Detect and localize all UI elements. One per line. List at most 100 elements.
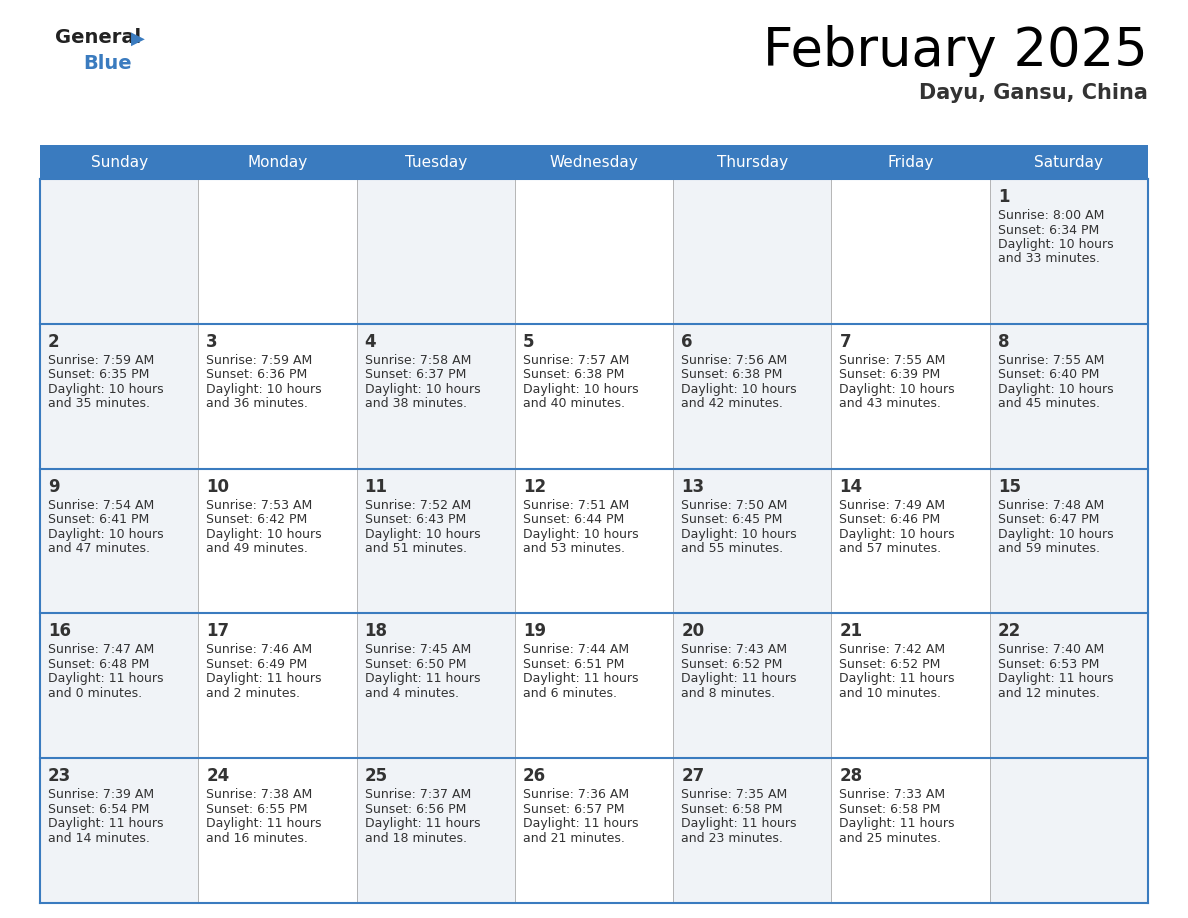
Text: Sunset: 6:55 PM: Sunset: 6:55 PM xyxy=(207,802,308,816)
Bar xyxy=(40,613,198,758)
Bar xyxy=(990,179,1148,324)
Text: Daylight: 11 hours: Daylight: 11 hours xyxy=(840,672,955,686)
Text: Sunset: 6:41 PM: Sunset: 6:41 PM xyxy=(48,513,150,526)
Text: 20: 20 xyxy=(681,622,704,641)
Text: Sunrise: 7:36 AM: Sunrise: 7:36 AM xyxy=(523,789,628,801)
Text: Sunset: 6:57 PM: Sunset: 6:57 PM xyxy=(523,802,625,816)
Text: Sunset: 6:52 PM: Sunset: 6:52 PM xyxy=(840,658,941,671)
Text: Daylight: 11 hours: Daylight: 11 hours xyxy=(207,817,322,830)
Text: and 0 minutes.: and 0 minutes. xyxy=(48,687,143,700)
Text: 19: 19 xyxy=(523,622,546,641)
Text: and 12 minutes.: and 12 minutes. xyxy=(998,687,1100,700)
Text: General: General xyxy=(55,28,141,47)
Text: 26: 26 xyxy=(523,767,546,785)
Bar xyxy=(674,179,832,324)
Text: and 10 minutes.: and 10 minutes. xyxy=(840,687,941,700)
Text: Sunrise: 7:33 AM: Sunrise: 7:33 AM xyxy=(840,789,946,801)
Text: 14: 14 xyxy=(840,477,862,496)
Text: Daylight: 11 hours: Daylight: 11 hours xyxy=(207,672,322,686)
Text: Sunset: 6:39 PM: Sunset: 6:39 PM xyxy=(840,368,941,381)
Text: 2: 2 xyxy=(48,333,59,351)
Text: Daylight: 11 hours: Daylight: 11 hours xyxy=(48,672,164,686)
Text: 8: 8 xyxy=(998,333,1010,351)
Text: Sunset: 6:50 PM: Sunset: 6:50 PM xyxy=(365,658,466,671)
Text: Wednesday: Wednesday xyxy=(550,154,638,170)
Text: and 18 minutes.: and 18 minutes. xyxy=(365,832,467,845)
Text: and 35 minutes.: and 35 minutes. xyxy=(48,397,150,410)
Text: Sunset: 6:47 PM: Sunset: 6:47 PM xyxy=(998,513,1099,526)
Text: and 42 minutes.: and 42 minutes. xyxy=(681,397,783,410)
Text: and 36 minutes.: and 36 minutes. xyxy=(207,397,308,410)
Text: and 59 minutes.: and 59 minutes. xyxy=(998,543,1100,555)
Bar xyxy=(40,468,198,613)
Bar xyxy=(990,468,1148,613)
Text: Sunrise: 7:43 AM: Sunrise: 7:43 AM xyxy=(681,644,788,656)
Bar xyxy=(832,758,990,903)
Text: ▶: ▶ xyxy=(131,30,145,48)
Bar xyxy=(674,324,832,468)
Text: Sunday: Sunday xyxy=(90,154,147,170)
Text: Sunrise: 7:40 AM: Sunrise: 7:40 AM xyxy=(998,644,1104,656)
Bar xyxy=(514,758,674,903)
Text: Sunrise: 7:59 AM: Sunrise: 7:59 AM xyxy=(207,353,312,367)
Text: and 16 minutes.: and 16 minutes. xyxy=(207,832,308,845)
Text: 13: 13 xyxy=(681,477,704,496)
Text: Sunset: 6:37 PM: Sunset: 6:37 PM xyxy=(365,368,466,381)
Text: and 45 minutes.: and 45 minutes. xyxy=(998,397,1100,410)
Text: Sunset: 6:58 PM: Sunset: 6:58 PM xyxy=(681,802,783,816)
Text: and 40 minutes.: and 40 minutes. xyxy=(523,397,625,410)
Text: Sunrise: 7:55 AM: Sunrise: 7:55 AM xyxy=(998,353,1104,367)
Text: Sunset: 6:52 PM: Sunset: 6:52 PM xyxy=(681,658,783,671)
Text: 21: 21 xyxy=(840,622,862,641)
Bar xyxy=(356,468,514,613)
Bar xyxy=(356,613,514,758)
Text: Tuesday: Tuesday xyxy=(405,154,467,170)
Text: Sunrise: 7:53 AM: Sunrise: 7:53 AM xyxy=(207,498,312,511)
Text: Sunrise: 7:55 AM: Sunrise: 7:55 AM xyxy=(840,353,946,367)
Text: and 8 minutes.: and 8 minutes. xyxy=(681,687,776,700)
Text: Sunrise: 7:59 AM: Sunrise: 7:59 AM xyxy=(48,353,154,367)
Bar xyxy=(990,324,1148,468)
Text: Daylight: 10 hours: Daylight: 10 hours xyxy=(998,383,1113,396)
Text: Sunrise: 7:56 AM: Sunrise: 7:56 AM xyxy=(681,353,788,367)
Bar xyxy=(514,179,674,324)
Text: Daylight: 10 hours: Daylight: 10 hours xyxy=(840,528,955,541)
Text: Daylight: 11 hours: Daylight: 11 hours xyxy=(998,672,1113,686)
Text: Daylight: 10 hours: Daylight: 10 hours xyxy=(207,528,322,541)
Text: Sunset: 6:38 PM: Sunset: 6:38 PM xyxy=(681,368,783,381)
Text: Daylight: 10 hours: Daylight: 10 hours xyxy=(365,383,480,396)
Text: 28: 28 xyxy=(840,767,862,785)
Bar xyxy=(674,468,832,613)
Bar xyxy=(356,758,514,903)
Text: Daylight: 10 hours: Daylight: 10 hours xyxy=(840,383,955,396)
Text: Sunrise: 7:35 AM: Sunrise: 7:35 AM xyxy=(681,789,788,801)
Text: and 6 minutes.: and 6 minutes. xyxy=(523,687,617,700)
Text: Daylight: 10 hours: Daylight: 10 hours xyxy=(998,238,1113,251)
Text: Sunset: 6:34 PM: Sunset: 6:34 PM xyxy=(998,223,1099,237)
Bar xyxy=(674,758,832,903)
Text: Sunrise: 7:42 AM: Sunrise: 7:42 AM xyxy=(840,644,946,656)
Text: and 53 minutes.: and 53 minutes. xyxy=(523,543,625,555)
Bar xyxy=(832,324,990,468)
Text: Friday: Friday xyxy=(887,154,934,170)
Text: February 2025: February 2025 xyxy=(763,25,1148,77)
Text: and 43 minutes.: and 43 minutes. xyxy=(840,397,941,410)
Text: 25: 25 xyxy=(365,767,387,785)
Text: 9: 9 xyxy=(48,477,59,496)
Text: Sunrise: 7:57 AM: Sunrise: 7:57 AM xyxy=(523,353,630,367)
Text: Daylight: 11 hours: Daylight: 11 hours xyxy=(48,817,164,830)
Text: Daylight: 11 hours: Daylight: 11 hours xyxy=(681,672,797,686)
Text: Daylight: 10 hours: Daylight: 10 hours xyxy=(523,383,638,396)
Text: Monday: Monday xyxy=(247,154,308,170)
Text: Sunset: 6:53 PM: Sunset: 6:53 PM xyxy=(998,658,1099,671)
Text: 10: 10 xyxy=(207,477,229,496)
Bar xyxy=(674,613,832,758)
Text: and 2 minutes.: and 2 minutes. xyxy=(207,687,301,700)
Text: Sunrise: 7:51 AM: Sunrise: 7:51 AM xyxy=(523,498,630,511)
Text: 3: 3 xyxy=(207,333,217,351)
Text: and 33 minutes.: and 33 minutes. xyxy=(998,252,1100,265)
Text: 12: 12 xyxy=(523,477,546,496)
Text: Daylight: 11 hours: Daylight: 11 hours xyxy=(365,672,480,686)
Text: Sunrise: 7:37 AM: Sunrise: 7:37 AM xyxy=(365,789,470,801)
Text: Sunrise: 7:54 AM: Sunrise: 7:54 AM xyxy=(48,498,154,511)
